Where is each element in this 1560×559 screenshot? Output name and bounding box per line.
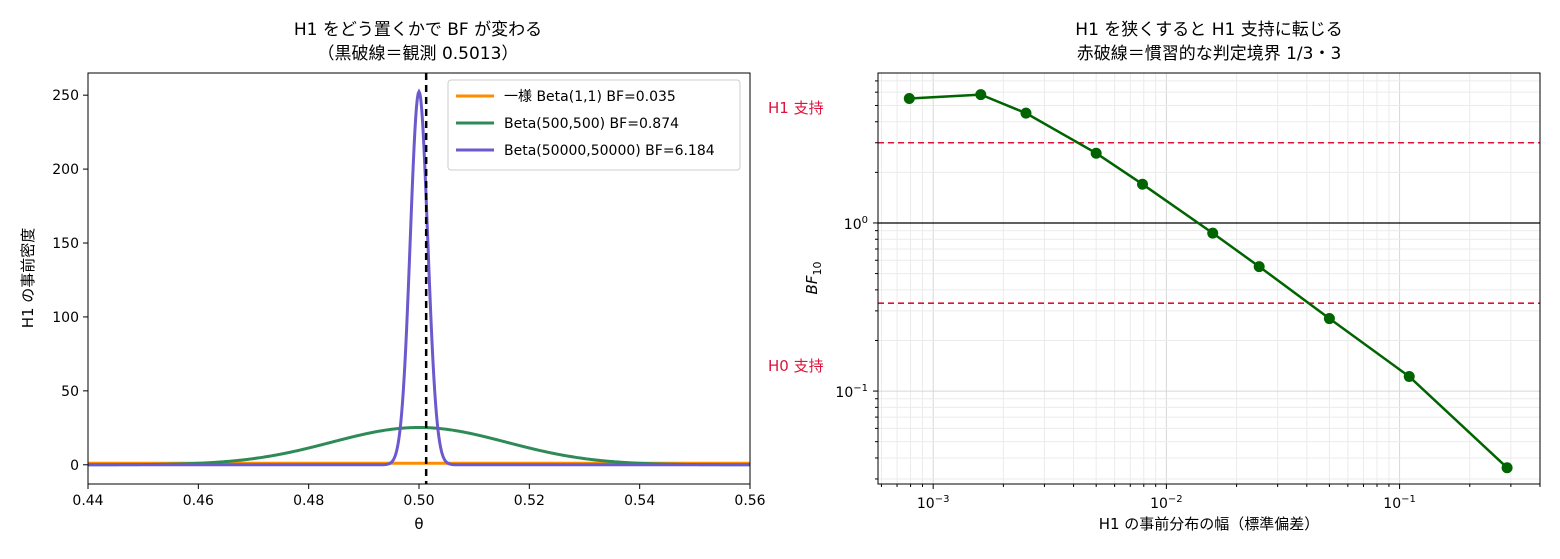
left-y-tick-label-1: 50 bbox=[61, 384, 79, 400]
right-y-axis-label-main: BF bbox=[803, 275, 821, 294]
right-data-point-9 bbox=[1501, 462, 1513, 474]
legend-label-uniform: 一様 Beta(1,1) BF=0.035 bbox=[504, 89, 676, 105]
right-x-axis-label: H1 の事前分布の幅（標準偏差） bbox=[1099, 515, 1320, 533]
right-y-tick-label-1: 100 bbox=[844, 215, 868, 233]
left-y-tick-label-4: 200 bbox=[52, 162, 79, 178]
left-series-line-1 bbox=[88, 425, 750, 467]
right-data-point-0 bbox=[903, 93, 915, 105]
right-x-tick-label-2: 10−1 bbox=[1383, 494, 1416, 512]
right-data-point-4 bbox=[1137, 178, 1149, 190]
right-chart: H1 を狭くすると H1 支持に転じる 赤破線＝慣習的な判定境界 1/3・3 1… bbox=[803, 20, 1541, 533]
left-y-axis-label: H1 の事前密度 bbox=[19, 228, 37, 329]
left-x-axis-label: θ bbox=[414, 515, 423, 533]
annotation-h1-support: H1 支持 bbox=[768, 99, 824, 117]
left-x-tick-label-0: 0.44 bbox=[72, 493, 103, 509]
right-data-point-5 bbox=[1207, 227, 1219, 239]
left-x-tick-label-5: 0.54 bbox=[624, 493, 655, 509]
right-data-point-7 bbox=[1323, 313, 1335, 325]
right-data-point-6 bbox=[1253, 261, 1265, 273]
right-data-point-2 bbox=[1020, 107, 1032, 119]
left-legend-box bbox=[447, 79, 741, 171]
legend-label-beta50000: Beta(50000,50000) BF=6.184 bbox=[504, 143, 715, 159]
left-y-tick-label-0: 0 bbox=[70, 458, 79, 474]
left-legend: 一様 Beta(1,1) BF=0.035 Beta(500,500) BF=0… bbox=[447, 79, 741, 171]
left-plot-area: 0.44 0.46 0.48 0.50 0.52 0.54 0.56 0 50 100 150 200… bbox=[52, 73, 766, 509]
annotation-h0-support: H0 支持 bbox=[768, 357, 824, 375]
right-y-tick-label-0: 10−1 bbox=[835, 383, 868, 401]
right-series-line bbox=[909, 93, 1508, 469]
left-x-tick-label-1: 0.46 bbox=[183, 493, 214, 509]
left-y-tick-label-2: 100 bbox=[52, 310, 79, 326]
right-title-line1: H1 を狭くすると H1 支持に転じる bbox=[1075, 20, 1342, 40]
right-axes-frame bbox=[877, 72, 1541, 485]
right-data-point-8 bbox=[1403, 371, 1415, 383]
left-y-tick-label-3: 150 bbox=[52, 236, 79, 252]
right-title-line2: 赤破線＝慣習的な判定境界 1/3・3 bbox=[1077, 44, 1342, 64]
left-title-line2: （黒破線＝観測 0.5013） bbox=[318, 44, 519, 64]
right-data-point-3 bbox=[1090, 147, 1102, 159]
right-y-axis-label-sub: 10 bbox=[811, 262, 824, 276]
left-chart: H1 をどう置くかで BF が変わる （黒破線＝観測 0.5013） 0.44 0… bbox=[19, 20, 766, 533]
left-x-tick-label-6: 0.56 bbox=[734, 493, 765, 509]
left-axes-frame bbox=[87, 72, 751, 485]
left-x-tick-label-2: 0.48 bbox=[293, 493, 324, 509]
left-series-line-2 bbox=[88, 88, 750, 467]
right-y-axis-label: BF10 bbox=[803, 262, 824, 295]
right-plot-area: 10−3 10−2 10−1 10−1 100 bbox=[835, 73, 1541, 512]
right-x-tick-label-1: 10−2 bbox=[1150, 494, 1183, 512]
legend-label-beta500: Beta(500,500) BF=0.874 bbox=[504, 116, 679, 132]
left-x-tick-label-4: 0.52 bbox=[514, 493, 545, 509]
left-y-tick-label-5: 250 bbox=[52, 88, 79, 104]
left-x-tick-label-3: 0.50 bbox=[403, 493, 434, 509]
left-title-line1: H1 をどう置くかで BF が変わる bbox=[294, 20, 542, 40]
right-data-point-1 bbox=[975, 89, 987, 101]
right-x-tick-label-0: 10−3 bbox=[917, 494, 950, 512]
